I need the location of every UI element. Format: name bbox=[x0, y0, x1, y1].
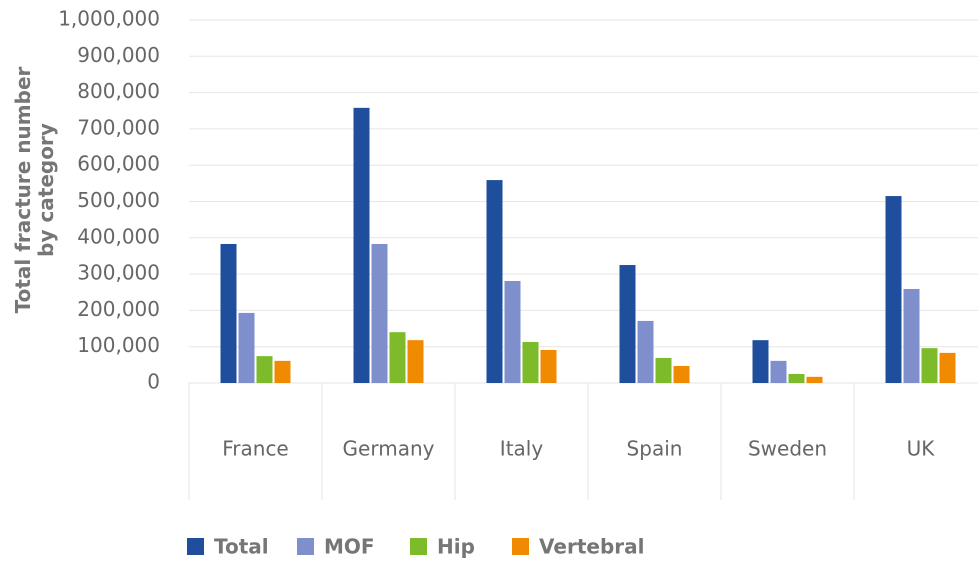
bar bbox=[274, 360, 291, 383]
bar bbox=[256, 356, 273, 383]
bar bbox=[770, 360, 787, 383]
y-tick-label: 500,000 bbox=[77, 188, 160, 212]
bar bbox=[921, 348, 938, 383]
legend-swatch bbox=[410, 538, 427, 555]
bar bbox=[371, 243, 388, 383]
bar bbox=[939, 352, 956, 383]
bar bbox=[637, 320, 654, 383]
bar bbox=[486, 180, 503, 383]
bar bbox=[673, 365, 690, 383]
legend-label: Total bbox=[214, 535, 269, 559]
bar bbox=[522, 341, 539, 383]
legend-swatch bbox=[297, 538, 314, 555]
y-tick-label: 300,000 bbox=[77, 261, 160, 285]
legend-label: MOF bbox=[324, 535, 375, 559]
bar bbox=[752, 340, 769, 383]
y-tick-label: 600,000 bbox=[77, 152, 160, 176]
legend-swatch bbox=[187, 538, 204, 555]
bar bbox=[504, 280, 521, 383]
x-tick-label: Germany bbox=[343, 437, 435, 461]
bar bbox=[407, 340, 424, 383]
y-tick-label: 1,000,000 bbox=[58, 7, 160, 31]
legend-label: Hip bbox=[437, 535, 475, 559]
y-tick-label: 100,000 bbox=[77, 333, 160, 357]
x-tick-label: Spain bbox=[627, 437, 683, 461]
x-tick-label: UK bbox=[907, 437, 936, 461]
bar bbox=[885, 196, 902, 383]
bar bbox=[353, 107, 370, 383]
y-tick-label: 800,000 bbox=[77, 79, 160, 103]
y-tick-label: 900,000 bbox=[77, 43, 160, 67]
y-tick-label: 200,000 bbox=[77, 297, 160, 321]
bar bbox=[655, 357, 672, 383]
y-tick-label: 400,000 bbox=[77, 224, 160, 248]
bar bbox=[619, 265, 636, 383]
x-tick-label: Italy bbox=[500, 437, 544, 461]
y-tick-label: 0 bbox=[147, 370, 160, 394]
y-tick-label: 700,000 bbox=[77, 115, 160, 139]
legend-swatch bbox=[512, 538, 529, 555]
bar bbox=[903, 288, 920, 383]
y-axis-label: Total fracture number by category bbox=[11, 66, 58, 314]
legend-label: Vertebral bbox=[539, 535, 644, 559]
bar bbox=[220, 243, 237, 383]
bar bbox=[238, 312, 255, 383]
bar bbox=[389, 332, 406, 383]
bar bbox=[806, 376, 823, 383]
bar bbox=[540, 349, 557, 383]
x-tick-label: France bbox=[222, 437, 289, 461]
x-tick-label: Sweden bbox=[748, 437, 827, 461]
bar bbox=[788, 373, 805, 383]
